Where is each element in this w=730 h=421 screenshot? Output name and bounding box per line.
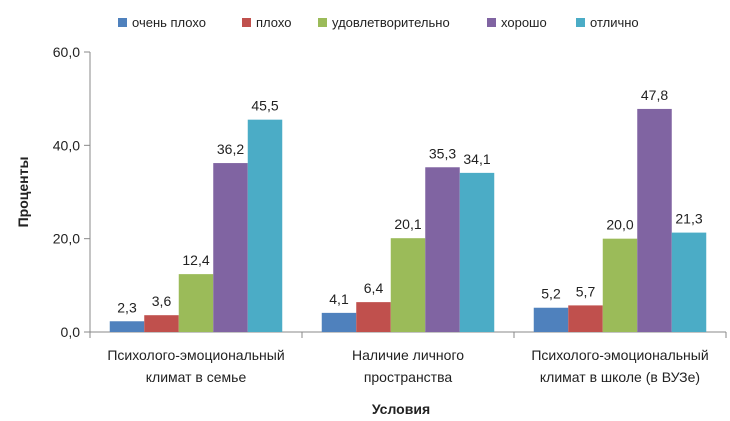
legend-swatch [487,18,496,27]
legend-label: удовлетворительно [332,15,450,30]
x-tick-label: Психолого-эмоциональный [107,347,284,363]
legend-label: хорошо [501,15,547,30]
x-tick-label: климат в школе (в ВУЗе) [540,369,700,385]
data-label: 36,2 [217,141,244,157]
legend-label: очень плохо [132,15,206,30]
bar [178,274,214,332]
legend-swatch [118,18,127,27]
bar [390,238,426,332]
y-tick-label: 40,0 [53,137,80,153]
bar [321,312,357,332]
y-axis-title: Проценты [15,157,31,228]
bar [356,302,391,332]
data-label: 5,7 [576,283,596,299]
legend-swatch [576,18,585,27]
bar [637,108,672,332]
data-label: 20,0 [606,217,633,233]
y-tick-label: 20,0 [53,231,80,247]
bar [602,238,638,332]
data-label: 20,1 [394,216,421,232]
data-label: 47,8 [641,87,668,103]
bar [425,167,460,332]
data-label: 4,1 [329,291,349,307]
x-axis-title: Условия [372,401,430,417]
data-label: 6,4 [364,280,384,296]
y-tick-label: 60,0 [53,44,80,60]
bar [568,305,603,332]
data-label: 21,3 [675,211,702,227]
legend-label: плохо [256,15,291,30]
x-tick-label: пространства [364,369,453,385]
bar [671,232,707,332]
data-label: 2,3 [117,299,137,315]
legend-swatch [318,18,327,27]
data-label: 12,4 [182,252,209,268]
bar [459,172,495,332]
data-label: 3,6 [152,293,172,309]
legend-swatch [242,18,251,27]
data-label: 45,5 [251,98,278,114]
x-tick-label: Наличие личного [352,347,464,363]
x-tick-label: Психолого-эмоциональный [531,347,708,363]
bar [213,163,248,332]
x-tick-label: климат в семье [146,369,247,385]
bar [247,119,283,333]
y-tick-label: 0,0 [61,324,81,340]
data-label: 5,2 [541,286,561,302]
data-label: 35,3 [429,145,456,161]
bar [533,307,569,332]
data-label: 34,1 [463,151,490,167]
bar [144,315,179,332]
bar [109,321,145,332]
legend-label: отлично [590,15,639,30]
